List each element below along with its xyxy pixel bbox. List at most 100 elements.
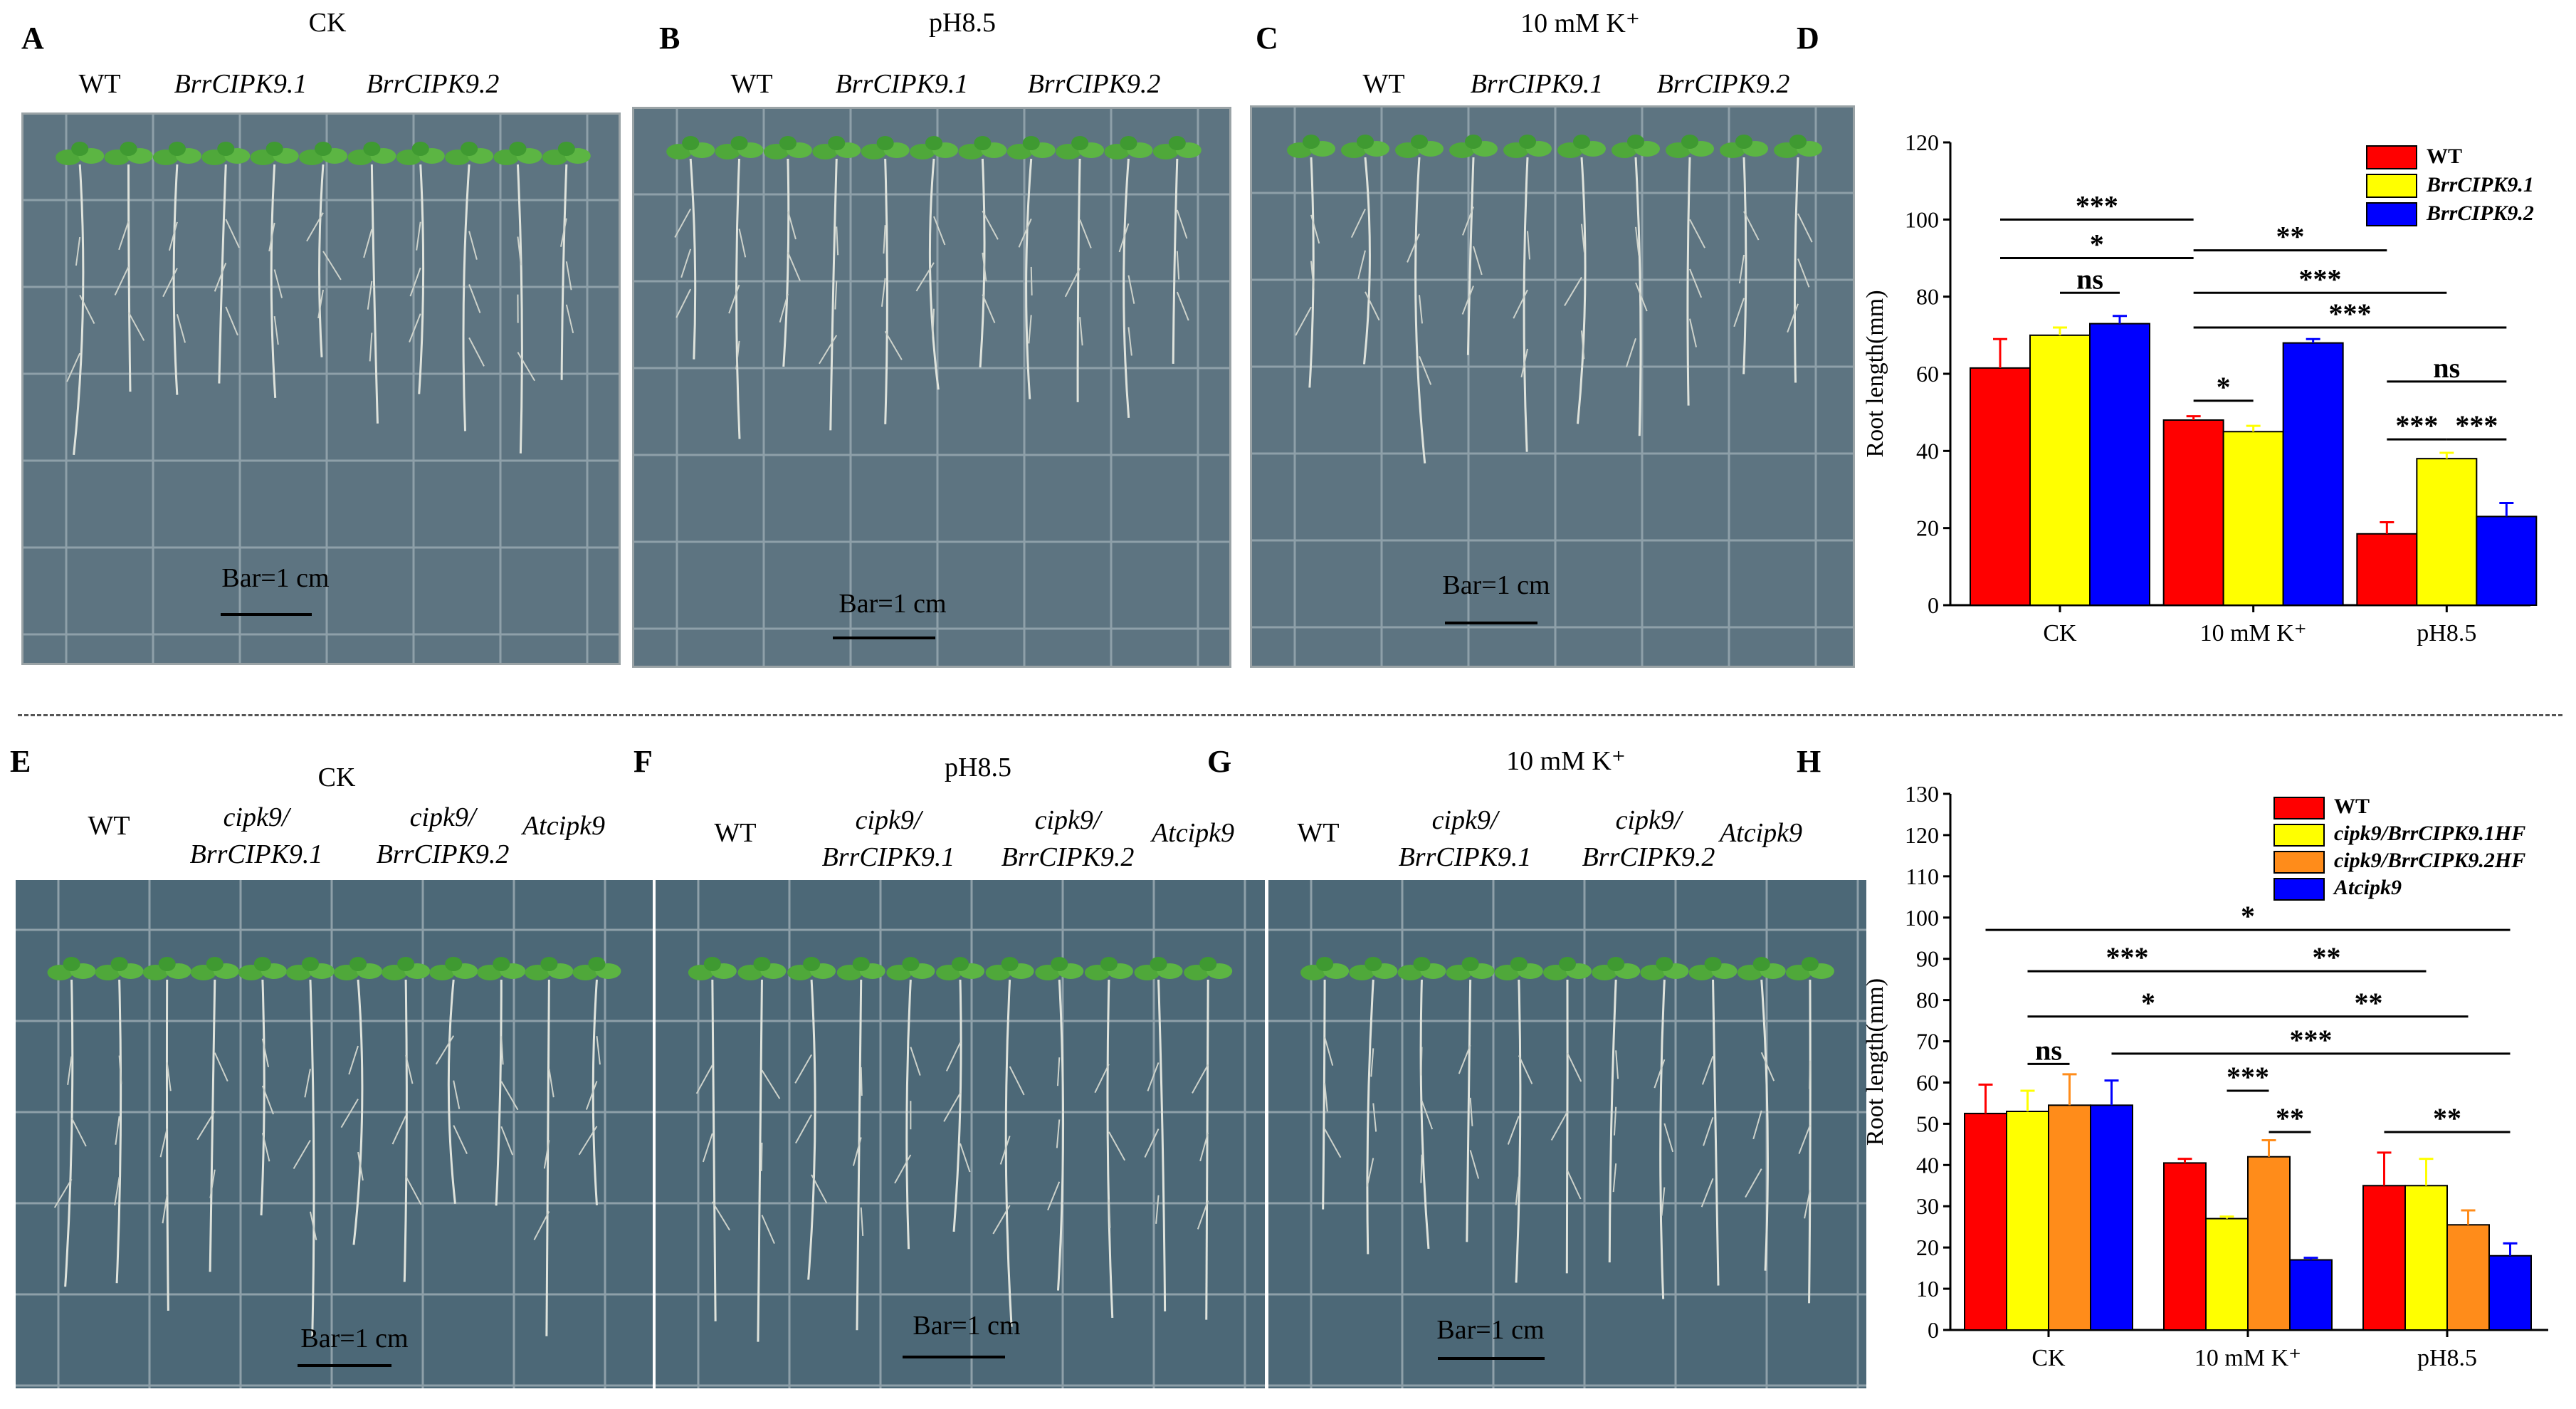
y-axis-label: Root length(mm): [1865, 978, 1888, 1146]
seedling-leaf: [110, 957, 128, 971]
seedling-lateral-root: [1469, 1150, 1480, 1179]
seedling-lateral-root: [1550, 1111, 1568, 1141]
seedling-root: [1793, 157, 1799, 383]
seedling-root: [64, 979, 74, 1287]
seedling-root: [260, 979, 266, 1216]
seedling-lateral-root: [166, 1062, 172, 1091]
plate-image-e: [16, 880, 653, 1388]
significance-label: ns: [2035, 1034, 2062, 1066]
seedling-root: [403, 979, 408, 1282]
scale-bar-a: [221, 613, 312, 616]
seedling-lateral-root: [1515, 1176, 1520, 1205]
panel-g-genotype-3: cipk9/BrrCIPK9.2: [1582, 805, 1715, 872]
seedling-lateral-root: [1469, 1097, 1473, 1126]
panel-a-title: CK: [308, 8, 347, 38]
seedling-leaf: [1100, 957, 1118, 971]
legend-label: BrrCIPK9.1: [2426, 173, 2534, 197]
y-tick-label: 120: [1905, 822, 1939, 848]
plate-photo-e: [16, 880, 653, 1388]
plate-photo-c: [1250, 105, 1855, 668]
seedling-root: [1172, 158, 1179, 364]
seedling-root: [1760, 979, 1769, 1271]
seedling-lateral-root: [405, 1175, 422, 1205]
plate-photo-f: [656, 880, 1265, 1388]
seedling-lateral-root: [728, 284, 740, 314]
seedling-lateral-root: [932, 308, 935, 337]
significance-label: ***: [2455, 409, 2498, 441]
seedling-root: [807, 979, 816, 1280]
seedling-leaf: [1607, 957, 1625, 971]
seedling-lateral-root: [1564, 276, 1582, 306]
seedling-leaf: [253, 957, 271, 971]
x-tick-label: pH8.5: [2417, 620, 2476, 646]
seedling-lateral-root: [500, 1036, 504, 1065]
seedling-lateral-root: [884, 330, 903, 360]
seedling-leaf: [1573, 135, 1590, 149]
seedling-root: [447, 979, 456, 1204]
seedling-lateral-root: [711, 1201, 730, 1231]
seedling-root: [884, 158, 888, 424]
seedling-lateral-root: [779, 293, 789, 323]
seedling-lateral-root: [1733, 298, 1745, 328]
seedling-root: [689, 158, 697, 360]
seedling-lateral-root: [1663, 1123, 1674, 1153]
seedling-lateral-root: [500, 1081, 519, 1111]
section-divider: [18, 714, 2562, 716]
plate-background: [634, 109, 1229, 666]
seedling-root: [172, 164, 179, 395]
seedling-lateral-root: [317, 289, 324, 319]
seedling-leaf: [1168, 136, 1186, 150]
seedling-leaf: [1199, 957, 1217, 971]
panel-f-genotype-wt: WT: [714, 818, 757, 848]
seedling-lateral-root: [585, 1081, 598, 1110]
seedling-leaf: [1051, 957, 1068, 971]
seedling-lateral-root: [880, 278, 886, 307]
significance-label: **: [2276, 221, 2305, 253]
seedling-lateral-root: [1310, 214, 1320, 244]
seedling-leaf: [1559, 957, 1576, 971]
seedling-lateral-root: [735, 340, 740, 370]
seedling-leaf: [71, 142, 89, 156]
seedling-lateral-root: [596, 1036, 601, 1065]
seedling-leaf: [1656, 957, 1673, 971]
seedling-lateral-root: [159, 1128, 168, 1158]
bar: [1970, 367, 2031, 606]
seedling-lateral-root: [1567, 1170, 1582, 1200]
seedling-root: [1659, 979, 1666, 1299]
significance-label: ***: [2299, 263, 2342, 295]
seedling-lateral-root: [795, 1114, 812, 1144]
seedling-lateral-root: [578, 1126, 598, 1156]
seedling-lateral-root: [1295, 306, 1312, 336]
seedling-lateral-root: [533, 1211, 550, 1240]
significance-label: ***: [2227, 1061, 2269, 1093]
chart-h: 0 10 20 30 40 50 60 70 80 90 100 110 120 130 Root leng…: [1865, 781, 2548, 1371]
seedling-lateral-root: [1407, 234, 1420, 263]
seedling-leaf: [1735, 135, 1752, 149]
seedling-lateral-root: [1473, 246, 1483, 276]
seedling-lateral-root: [1079, 219, 1092, 248]
seedling-leaf: [509, 142, 527, 156]
seedling-leaf: [363, 142, 381, 156]
seedling-root: [1577, 157, 1587, 424]
seedling-lateral-root: [348, 1045, 359, 1075]
seedling-lateral-root: [225, 219, 240, 248]
seedling-leaf: [206, 957, 224, 971]
seedling-root: [1205, 979, 1209, 1320]
seedling-lateral-root: [67, 1056, 73, 1085]
significance-label: **: [2355, 987, 2383, 1019]
seedling-lateral-root: [1324, 1083, 1328, 1112]
seedling-lateral-root: [1108, 1131, 1126, 1161]
seedling-lateral-root: [1745, 1168, 1762, 1198]
bar: [2048, 1104, 2091, 1331]
panel-label-g: G: [1207, 744, 1232, 779]
y-tick-label: 0: [1928, 592, 1939, 618]
seedling-root: [782, 158, 790, 367]
x-tick-label: 10 mM K⁺: [2194, 1345, 2301, 1371]
seedling-leaf: [974, 136, 992, 150]
seedling-lateral-root: [1324, 1037, 1334, 1066]
seedling-lateral-root: [1703, 1116, 1714, 1146]
seedling-lateral-root: [1419, 295, 1423, 324]
y-tick-label: 10: [1916, 1276, 1939, 1301]
seedling-lateral-root: [261, 1085, 274, 1115]
seedling-root: [829, 158, 838, 431]
